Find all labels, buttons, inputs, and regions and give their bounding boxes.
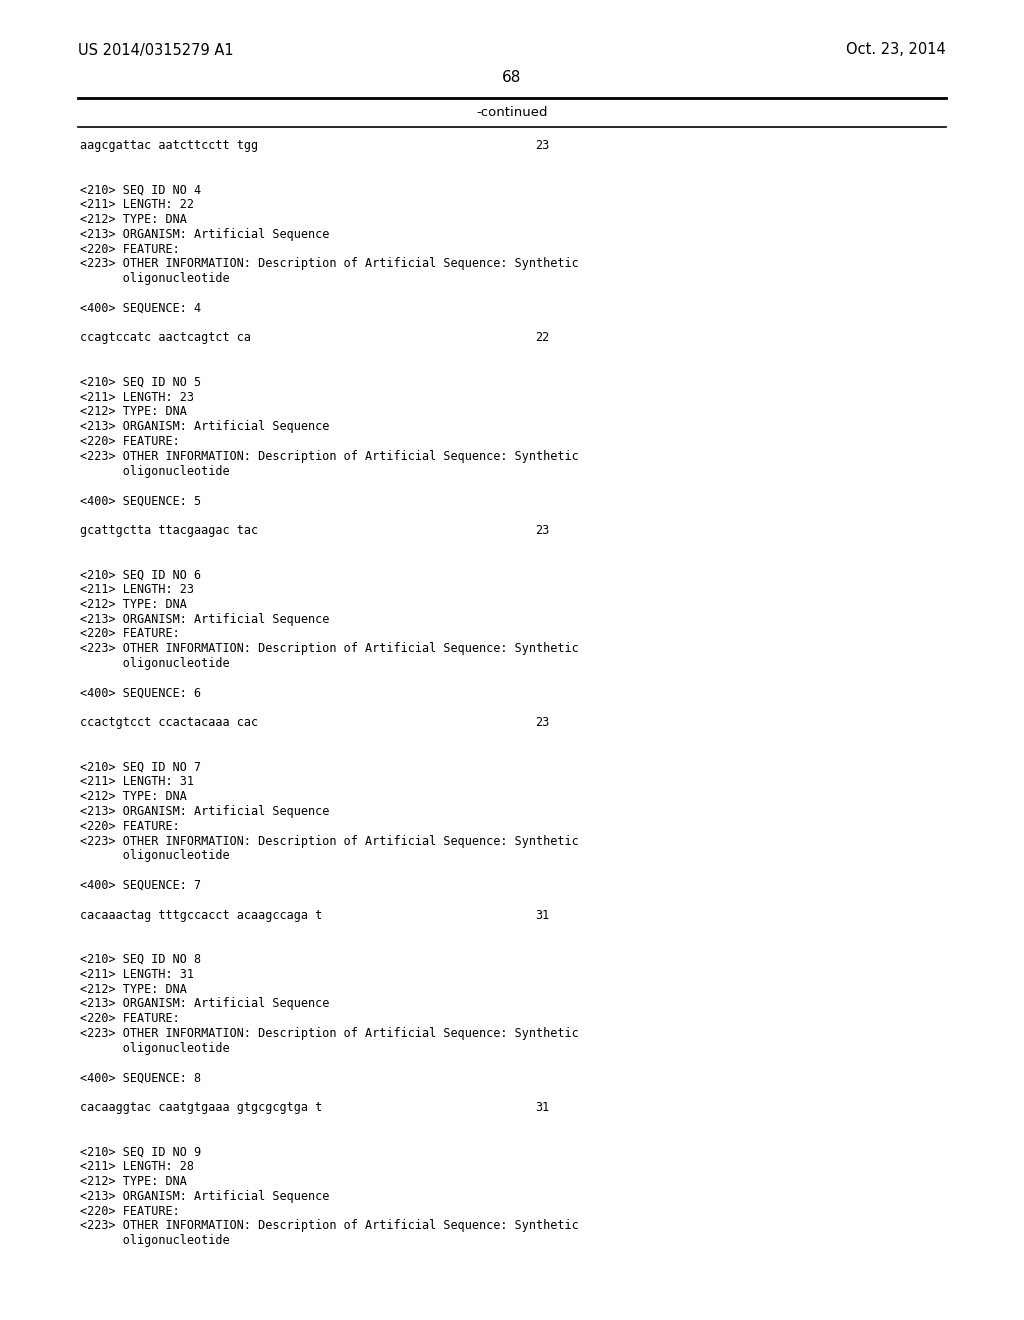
Text: 23: 23 xyxy=(535,139,549,152)
Text: <212> TYPE: DNA: <212> TYPE: DNA xyxy=(80,791,186,803)
Text: oligonucleotide: oligonucleotide xyxy=(80,1041,229,1055)
Text: <213> ORGANISM: Artificial Sequence: <213> ORGANISM: Artificial Sequence xyxy=(80,612,330,626)
Text: <210> SEQ ID NO 9: <210> SEQ ID NO 9 xyxy=(80,1146,201,1159)
Text: <400> SEQUENCE: 4: <400> SEQUENCE: 4 xyxy=(80,302,201,314)
Text: ccagtccatc aactcagtct ca: ccagtccatc aactcagtct ca xyxy=(80,331,251,345)
Text: <212> TYPE: DNA: <212> TYPE: DNA xyxy=(80,598,186,611)
Text: cacaaggtac caatgtgaaa gtgcgcgtga t: cacaaggtac caatgtgaaa gtgcgcgtga t xyxy=(80,1101,323,1114)
Text: <220> FEATURE:: <220> FEATURE: xyxy=(80,820,180,833)
Text: oligonucleotide: oligonucleotide xyxy=(80,657,229,671)
Text: <211> LENGTH: 22: <211> LENGTH: 22 xyxy=(80,198,194,211)
Text: <213> ORGANISM: Artificial Sequence: <213> ORGANISM: Artificial Sequence xyxy=(80,1189,330,1203)
Text: <213> ORGANISM: Artificial Sequence: <213> ORGANISM: Artificial Sequence xyxy=(80,420,330,433)
Text: <211> LENGTH: 28: <211> LENGTH: 28 xyxy=(80,1160,194,1173)
Text: <210> SEQ ID NO 4: <210> SEQ ID NO 4 xyxy=(80,183,201,197)
Text: <210> SEQ ID NO 8: <210> SEQ ID NO 8 xyxy=(80,953,201,966)
Text: <212> TYPE: DNA: <212> TYPE: DNA xyxy=(80,213,186,226)
Text: <223> OTHER INFORMATION: Description of Artificial Sequence: Synthetic: <223> OTHER INFORMATION: Description of … xyxy=(80,1027,579,1040)
Text: oligonucleotide: oligonucleotide xyxy=(80,1234,229,1247)
Text: <210> SEQ ID NO 7: <210> SEQ ID NO 7 xyxy=(80,760,201,774)
Text: <400> SEQUENCE: 8: <400> SEQUENCE: 8 xyxy=(80,1072,201,1085)
Text: US 2014/0315279 A1: US 2014/0315279 A1 xyxy=(78,42,233,58)
Text: <211> LENGTH: 31: <211> LENGTH: 31 xyxy=(80,775,194,788)
Text: <220> FEATURE:: <220> FEATURE: xyxy=(80,627,180,640)
Text: <220> FEATURE:: <220> FEATURE: xyxy=(80,1012,180,1026)
Text: <220> FEATURE:: <220> FEATURE: xyxy=(80,436,180,447)
Text: <223> OTHER INFORMATION: Description of Artificial Sequence: Synthetic: <223> OTHER INFORMATION: Description of … xyxy=(80,1220,579,1233)
Text: <223> OTHER INFORMATION: Description of Artificial Sequence: Synthetic: <223> OTHER INFORMATION: Description of … xyxy=(80,450,579,463)
Text: <220> FEATURE:: <220> FEATURE: xyxy=(80,1205,180,1217)
Text: <212> TYPE: DNA: <212> TYPE: DNA xyxy=(80,982,186,995)
Text: 23: 23 xyxy=(535,717,549,729)
Text: <213> ORGANISM: Artificial Sequence: <213> ORGANISM: Artificial Sequence xyxy=(80,228,330,240)
Text: ccactgtcct ccactacaaa cac: ccactgtcct ccactacaaa cac xyxy=(80,717,258,729)
Text: Oct. 23, 2014: Oct. 23, 2014 xyxy=(846,42,946,58)
Text: <400> SEQUENCE: 6: <400> SEQUENCE: 6 xyxy=(80,686,201,700)
Text: -continued: -continued xyxy=(476,107,548,120)
Text: <220> FEATURE:: <220> FEATURE: xyxy=(80,243,180,256)
Text: 68: 68 xyxy=(503,70,521,84)
Text: <400> SEQUENCE: 5: <400> SEQUENCE: 5 xyxy=(80,494,201,507)
Text: <211> LENGTH: 31: <211> LENGTH: 31 xyxy=(80,968,194,981)
Text: <213> ORGANISM: Artificial Sequence: <213> ORGANISM: Artificial Sequence xyxy=(80,805,330,818)
Text: <211> LENGTH: 23: <211> LENGTH: 23 xyxy=(80,391,194,404)
Text: <210> SEQ ID NO 5: <210> SEQ ID NO 5 xyxy=(80,376,201,389)
Text: 31: 31 xyxy=(535,1101,549,1114)
Text: <213> ORGANISM: Artificial Sequence: <213> ORGANISM: Artificial Sequence xyxy=(80,998,330,1010)
Text: <400> SEQUENCE: 7: <400> SEQUENCE: 7 xyxy=(80,879,201,892)
Text: gcattgctta ttacgaagac tac: gcattgctta ttacgaagac tac xyxy=(80,524,258,537)
Text: oligonucleotide: oligonucleotide xyxy=(80,272,229,285)
Text: 22: 22 xyxy=(535,331,549,345)
Text: oligonucleotide: oligonucleotide xyxy=(80,465,229,478)
Text: 31: 31 xyxy=(535,908,549,921)
Text: <210> SEQ ID NO 6: <210> SEQ ID NO 6 xyxy=(80,568,201,581)
Text: cacaaactag tttgccacct acaagccaga t: cacaaactag tttgccacct acaagccaga t xyxy=(80,908,323,921)
Text: <223> OTHER INFORMATION: Description of Artificial Sequence: Synthetic: <223> OTHER INFORMATION: Description of … xyxy=(80,834,579,847)
Text: <223> OTHER INFORMATION: Description of Artificial Sequence: Synthetic: <223> OTHER INFORMATION: Description of … xyxy=(80,257,579,271)
Text: <212> TYPE: DNA: <212> TYPE: DNA xyxy=(80,1175,186,1188)
Text: oligonucleotide: oligonucleotide xyxy=(80,849,229,862)
Text: 23: 23 xyxy=(535,524,549,537)
Text: <223> OTHER INFORMATION: Description of Artificial Sequence: Synthetic: <223> OTHER INFORMATION: Description of … xyxy=(80,643,579,655)
Text: <212> TYPE: DNA: <212> TYPE: DNA xyxy=(80,405,186,418)
Text: <211> LENGTH: 23: <211> LENGTH: 23 xyxy=(80,583,194,597)
Text: aagcgattac aatcttcctt tgg: aagcgattac aatcttcctt tgg xyxy=(80,139,258,152)
